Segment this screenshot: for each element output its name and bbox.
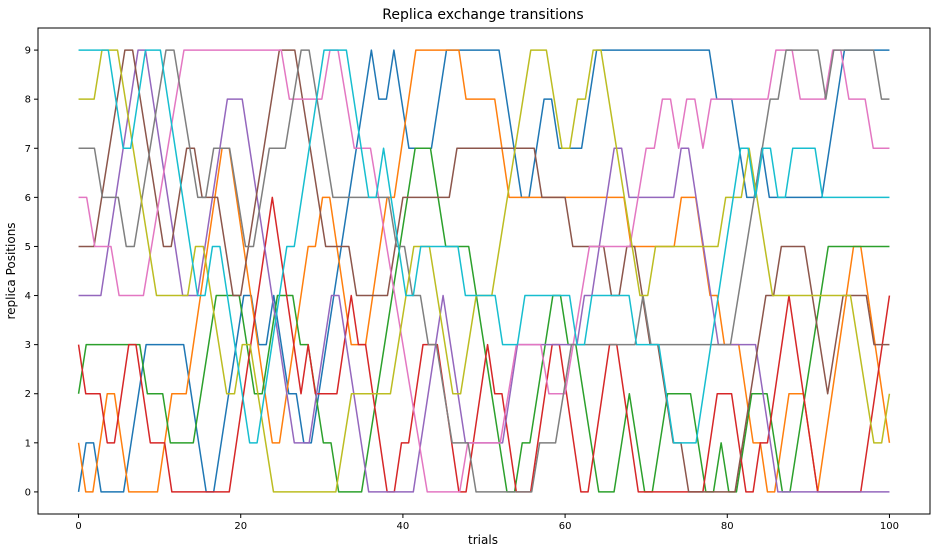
x-axis-label: trials: [468, 533, 498, 547]
chart-title: Replica exchange transitions: [382, 7, 583, 23]
y-tick-label-1: 1: [25, 438, 31, 449]
x-tick-label-1: 20: [234, 521, 247, 532]
series-line-6: [78, 49, 890, 493]
y-axis-label: replica Positions: [4, 222, 18, 319]
y-tick-label-8: 8: [25, 95, 31, 106]
plot-frame: [37, 27, 931, 515]
series-line-9: [78, 49, 890, 444]
y-tick-label-6: 6: [25, 193, 31, 204]
y-tick-label-7: 7: [25, 144, 31, 155]
series-line-5: [78, 49, 890, 493]
y-tick-label-3: 3: [25, 340, 31, 351]
x-tick-label-2: 40: [397, 521, 410, 532]
y-tick-label-4: 4: [25, 291, 31, 302]
x-tick-label-4: 80: [721, 521, 734, 532]
y-tick-label-5: 5: [25, 242, 31, 253]
series-line-1: [77, 49, 891, 493]
series-group: [77, 49, 891, 493]
series-line-3: [77, 196, 891, 493]
y-tick-label-9: 9: [25, 46, 31, 57]
x-tick-label-0: 0: [75, 521, 81, 532]
y-tick-label-0: 0: [25, 487, 31, 498]
series-line-7: [78, 49, 890, 493]
x-tick-label-3: 60: [559, 521, 572, 532]
ticks: 0 20 40 60 80 100 0 1 2 3 4 5 6 7 8 9: [25, 46, 899, 532]
x-tick-label-5: 100: [880, 521, 899, 532]
y-tick-label-2: 2: [25, 389, 31, 400]
